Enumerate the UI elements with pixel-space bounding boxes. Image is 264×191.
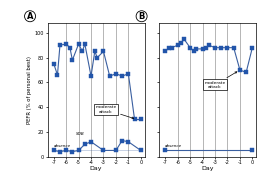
Y-axis label: PEFR (% of personal best): PEFR (% of personal best)	[27, 56, 32, 124]
X-axis label: Day: Day	[201, 167, 214, 172]
Text: SOB: SOB	[76, 132, 85, 136]
Text: moderate
attack: moderate attack	[95, 105, 134, 119]
Text: moderate
attack: moderate attack	[204, 72, 237, 89]
Text: A: A	[27, 12, 33, 21]
X-axis label: Day: Day	[90, 167, 102, 172]
Text: absence: absence	[165, 144, 182, 148]
Text: B: B	[138, 12, 145, 21]
Text: absence: absence	[54, 144, 71, 148]
